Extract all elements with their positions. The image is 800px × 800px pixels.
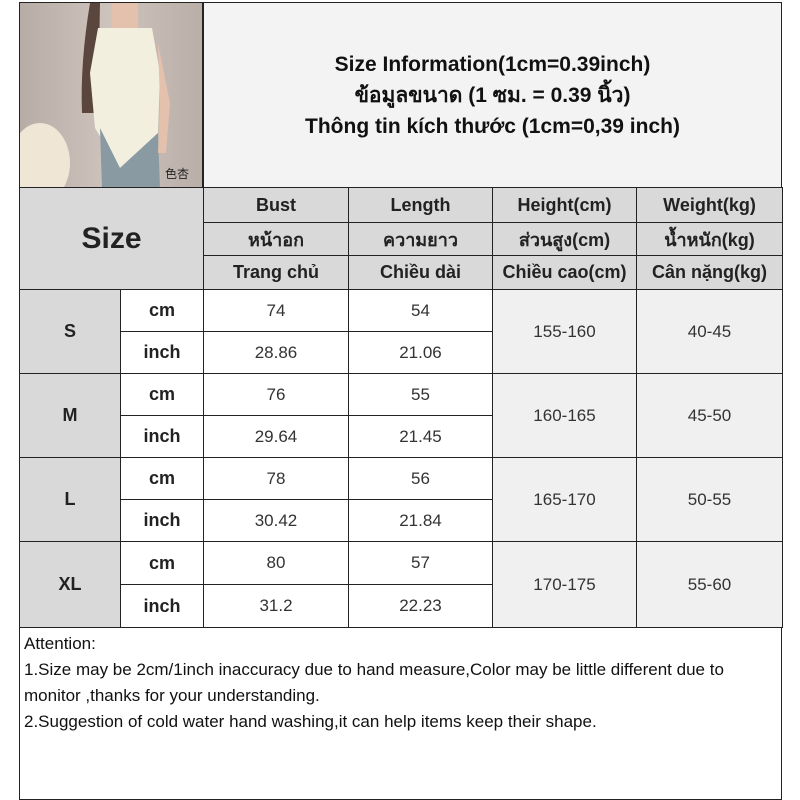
- weight-value: 50-55: [636, 457, 783, 542]
- size-info-title: Size Information(1cm=0.39inch) ข้อมูลขนา…: [203, 2, 782, 188]
- photo-watermark: 色杏: [165, 167, 189, 181]
- unit-label-inch: inch: [120, 584, 204, 628]
- height-value: 160-165: [492, 373, 637, 458]
- length-inch-value: 22.23: [348, 584, 493, 628]
- length-cm-value: 57: [348, 541, 493, 585]
- column-header: Bust: [203, 187, 349, 223]
- bust-inch-value: 31.2: [203, 584, 349, 628]
- attention-heading: Attention:: [24, 634, 96, 653]
- bust-cm-value: 74: [203, 289, 349, 332]
- attention-note-1: 1.Size may be 2cm/1inch inaccuracy due t…: [24, 660, 724, 705]
- column-header: ความยาว: [348, 222, 493, 256]
- bust-cm-value: 78: [203, 457, 349, 500]
- size-header: Size: [19, 187, 204, 290]
- column-header: Cân nặng(kg): [636, 255, 783, 290]
- weight-value: 45-50: [636, 373, 783, 458]
- column-header: Chiều cao(cm): [492, 255, 637, 290]
- bust-inch-value: 30.42: [203, 499, 349, 542]
- title-thai: ข้อมูลขนาด (1 ซม. = 0.39 นิ้ว): [354, 83, 631, 107]
- unit-label-cm: cm: [120, 541, 204, 585]
- length-cm-value: 56: [348, 457, 493, 500]
- column-header: หน้าอก: [203, 222, 349, 256]
- size-label: M: [19, 373, 121, 458]
- unit-label-inch: inch: [120, 415, 204, 458]
- title-vietnamese: Thông tin kích thước (1cm=0,39 inch): [305, 114, 680, 138]
- column-header: Weight(kg): [636, 187, 783, 223]
- length-cm-value: 54: [348, 289, 493, 332]
- length-cm-value: 55: [348, 373, 493, 416]
- product-photo: 色杏: [19, 2, 203, 188]
- unit-label-inch: inch: [120, 331, 204, 374]
- column-header: Chiều dài: [348, 255, 493, 290]
- height-value: 155-160: [492, 289, 637, 374]
- column-header: น้ำหนัก(kg): [636, 222, 783, 256]
- column-header: ส่วนสูง(cm): [492, 222, 637, 256]
- title-english: Size Information(1cm=0.39inch): [334, 52, 651, 76]
- unit-label-cm: cm: [120, 289, 204, 332]
- weight-value: 55-60: [636, 541, 783, 628]
- length-inch-value: 21.45: [348, 415, 493, 458]
- column-header: Length: [348, 187, 493, 223]
- size-label: L: [19, 457, 121, 542]
- attention-note-2: 2.Suggestion of cold water hand washing,…: [24, 712, 597, 731]
- bust-inch-value: 29.64: [203, 415, 349, 458]
- unit-label-inch: inch: [120, 499, 204, 542]
- bust-cm-value: 76: [203, 373, 349, 416]
- size-label: XL: [19, 541, 121, 628]
- bust-cm-value: 80: [203, 541, 349, 585]
- height-value: 170-175: [492, 541, 637, 628]
- length-inch-value: 21.84: [348, 499, 493, 542]
- attention-notes: Attention: 1.Size may be 2cm/1inch inacc…: [19, 627, 782, 800]
- bust-inch-value: 28.86: [203, 331, 349, 374]
- size-label: S: [19, 289, 121, 374]
- model-illustration: 色杏: [20, 3, 189, 187]
- length-inch-value: 21.06: [348, 331, 493, 374]
- weight-value: 40-45: [636, 289, 783, 374]
- height-value: 165-170: [492, 457, 637, 542]
- unit-label-cm: cm: [120, 373, 204, 416]
- column-header: Trang chủ: [203, 255, 349, 290]
- unit-label-cm: cm: [120, 457, 204, 500]
- column-header: Height(cm): [492, 187, 637, 223]
